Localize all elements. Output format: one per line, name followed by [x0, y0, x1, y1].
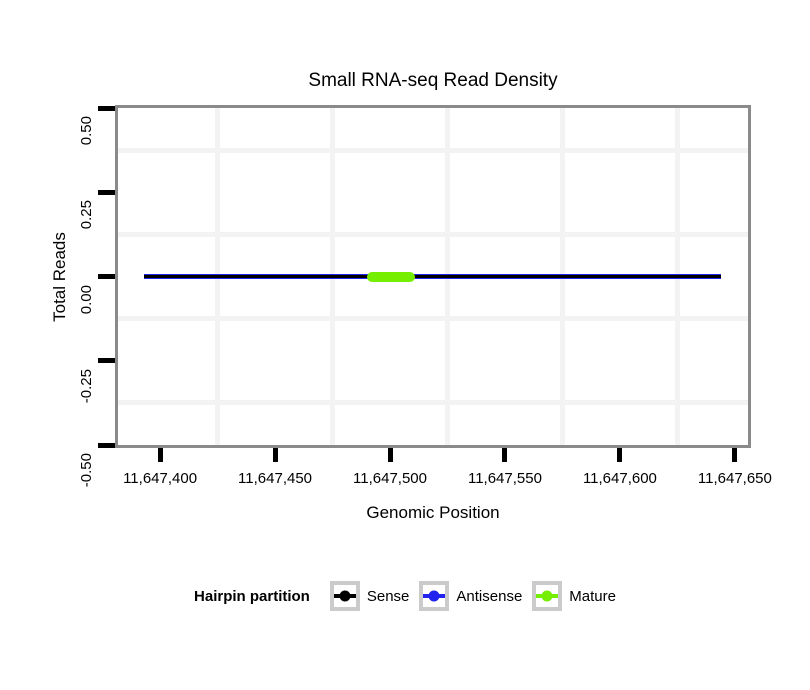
horizontal-gridline	[118, 147, 748, 153]
legend-title: Hairpin partition	[194, 587, 310, 605]
x-axis-tick	[502, 448, 508, 462]
legend-key-dot-icon	[339, 590, 351, 602]
x-axis-tick	[617, 448, 623, 462]
y-axis-tick	[98, 358, 115, 364]
x-axis-tick	[387, 448, 393, 462]
x-axis-tick-label: 11,647,600	[582, 470, 657, 487]
horizontal-gridline	[118, 231, 748, 237]
y-axis-tick-label: 0.00	[78, 284, 95, 314]
legend-key-dot-icon	[541, 590, 553, 602]
x-axis-tick-label: 11,647,550	[467, 470, 542, 487]
legend-key-box	[419, 581, 450, 611]
x-axis-tick-label: 11,647,650	[697, 470, 772, 487]
legend-label: Sense	[366, 587, 410, 605]
horizontal-gridline	[118, 400, 748, 406]
legend: Hairpin partition Sense Antisense Mature	[0, 581, 810, 611]
y-axis-tick	[98, 189, 115, 195]
y-axis-tick-label: 0.50	[78, 116, 95, 146]
legend-entry-antisense: Antisense	[419, 581, 522, 611]
chart-title: Small RNA-seq Read Density	[308, 70, 558, 91]
x-axis-title: Genomic Position	[366, 503, 500, 522]
x-axis-tick	[732, 448, 738, 462]
y-axis-tick	[98, 442, 115, 448]
y-axis-tick-label: -0.50	[78, 453, 95, 488]
x-axis-tick	[272, 448, 278, 462]
legend-label: Antisense	[456, 587, 523, 605]
horizontal-gridline	[118, 316, 748, 322]
y-axis-tick-label: -0.25	[78, 368, 95, 403]
legend-key-box	[532, 581, 563, 611]
series-mature-line	[367, 271, 416, 282]
plot-panel	[115, 105, 751, 448]
legend-key-box	[329, 581, 360, 611]
legend-entry-mature: Mature	[532, 581, 616, 611]
y-axis-tick-label: 0.25	[78, 200, 95, 230]
x-axis-tick-label: 11,647,400	[123, 470, 198, 487]
x-axis-tick-label: 11,647,500	[353, 470, 427, 487]
series-sense-line	[143, 275, 722, 278]
y-axis-tick	[98, 274, 115, 279]
legend-entry-sense: Sense	[329, 581, 410, 611]
legend-label: Mature	[569, 587, 616, 605]
x-axis-tick-label: 11,647,450	[238, 470, 313, 487]
x-axis-tick	[157, 448, 163, 462]
y-axis-title: Total Reads	[50, 232, 69, 322]
legend-key-dot-icon	[428, 590, 440, 602]
y-axis-tick	[98, 105, 115, 111]
